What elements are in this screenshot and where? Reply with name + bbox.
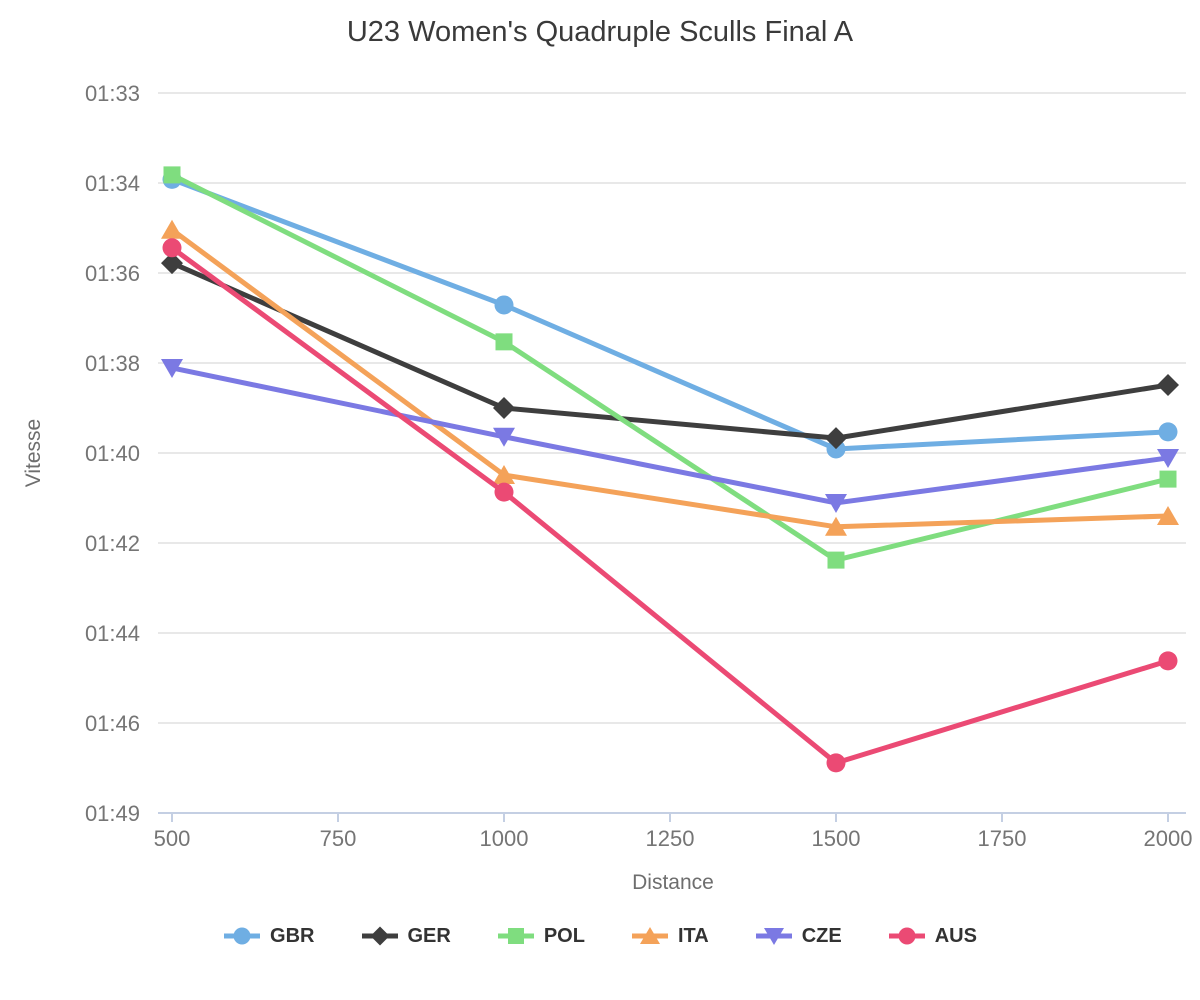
legend-marker-shape bbox=[233, 927, 251, 945]
legend-item-ITA[interactable]: ITA bbox=[631, 924, 709, 948]
legend-label: CZE bbox=[801, 924, 842, 947]
data-point-CZE[interactable] bbox=[825, 493, 847, 513]
y-tick-label: 01:36 bbox=[85, 261, 140, 286]
x-tick-label: 1000 bbox=[480, 826, 529, 851]
data-point-POL[interactable] bbox=[827, 551, 845, 569]
legend-marker-shape bbox=[370, 926, 389, 946]
chart: 01:33 01:34 01:36 01:38 01:40 01:42 01:44 01:46… bbox=[22, 81, 1193, 894]
legend-label: GBR bbox=[270, 924, 315, 947]
x-tick-label: 1250 bbox=[646, 826, 695, 851]
x-tick-label: 500 bbox=[154, 826, 191, 851]
y-tick-label: 01:33 bbox=[85, 81, 140, 106]
legend-label: GER bbox=[407, 924, 451, 947]
data-point-GER[interactable] bbox=[1157, 374, 1179, 397]
y-tick-label: 01:46 bbox=[85, 711, 140, 736]
x-tick-label: 1500 bbox=[812, 826, 861, 851]
y-tick-label: 01:34 bbox=[85, 171, 140, 196]
data-point-GER[interactable] bbox=[161, 252, 183, 275]
legend-marker-triangle-up-icon bbox=[631, 927, 668, 944]
legend-marker-circle-icon bbox=[888, 927, 925, 945]
legend-marker-triangle-down-icon bbox=[755, 928, 792, 945]
data-point-POL[interactable] bbox=[495, 333, 513, 351]
x-tick-label: 2000 bbox=[1144, 826, 1193, 851]
y-tick-label: 01:44 bbox=[85, 621, 140, 646]
data-point-GER[interactable] bbox=[493, 397, 515, 419]
legend-marker-circle-icon bbox=[224, 927, 261, 945]
legend-item-GBR[interactable]: GBR bbox=[223, 924, 315, 948]
data-point-CZE[interactable] bbox=[493, 427, 515, 447]
data-point-ITA[interactable] bbox=[493, 465, 515, 485]
series-line-AUS bbox=[170, 245, 1169, 766]
data-point-CZE[interactable] bbox=[1157, 448, 1179, 468]
legend-marker-square-icon bbox=[497, 928, 534, 944]
legend-label: ITA bbox=[677, 924, 709, 947]
legend-item-GER[interactable]: GER bbox=[361, 924, 451, 948]
data-point-GBR[interactable] bbox=[1158, 422, 1178, 442]
data-point-ITA[interactable] bbox=[1157, 506, 1179, 525]
data-point-GER[interactable] bbox=[825, 427, 847, 450]
x-tick-label: 750 bbox=[320, 826, 357, 851]
chart-title: U23 Women's Quadruple Sculls Final A bbox=[346, 16, 854, 48]
legend-item-POL[interactable]: POL bbox=[497, 924, 585, 948]
legend-marker-shape bbox=[898, 927, 916, 945]
legend-label: AUS bbox=[934, 924, 977, 947]
data-point-ITA[interactable] bbox=[825, 516, 847, 536]
series-line-GER bbox=[170, 260, 1169, 441]
legend-marker-shape bbox=[763, 928, 784, 945]
data-point-AUS[interactable] bbox=[162, 238, 182, 258]
y-tick-label: 01:38 bbox=[85, 351, 140, 376]
data-point-CZE[interactable] bbox=[161, 358, 183, 378]
data-point-ITA[interactable] bbox=[161, 219, 183, 239]
x-tick-label: 1750 bbox=[978, 826, 1027, 851]
legend-label: POL bbox=[543, 924, 585, 947]
series-line-GBR bbox=[171, 177, 1169, 452]
legend-item-CZE[interactable]: CZE bbox=[755, 924, 842, 948]
data-point-GBR[interactable] bbox=[494, 295, 514, 315]
legend-marker-shape bbox=[507, 928, 524, 944]
y-axis-title: Vitesse bbox=[22, 419, 45, 488]
x-axis-title: Distance bbox=[632, 871, 714, 894]
legend-item-AUS[interactable]: AUS bbox=[888, 924, 977, 948]
data-point-AUS[interactable] bbox=[494, 482, 514, 502]
data-point-AUS[interactable] bbox=[826, 753, 846, 773]
y-tick-label: 01:42 bbox=[85, 531, 140, 556]
data-point-AUS[interactable] bbox=[1158, 651, 1178, 671]
legend-marker-diamond-icon bbox=[361, 926, 398, 946]
series-line-ITA bbox=[170, 227, 1169, 530]
legend-marker-shape bbox=[639, 927, 660, 944]
y-tick-label: 01:40 bbox=[85, 441, 140, 466]
data-point-POL[interactable] bbox=[1159, 470, 1177, 488]
legend: GBR GER POL ITA CZE AUS bbox=[0, 924, 1200, 948]
series-line-CZE bbox=[171, 365, 1169, 506]
y-tick-label: 01:49 bbox=[85, 801, 140, 826]
data-point-POL[interactable] bbox=[163, 166, 181, 184]
